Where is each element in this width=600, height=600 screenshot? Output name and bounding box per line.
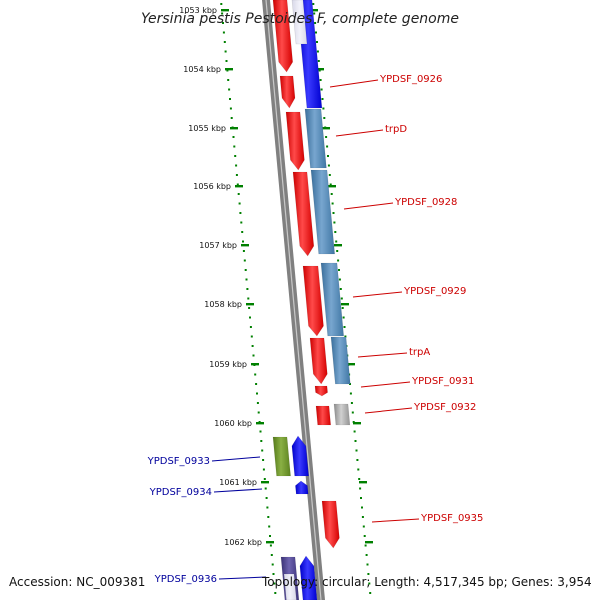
- gene-label-leader-line: [371, 518, 420, 523]
- ruler-tick-mark: [316, 68, 324, 71]
- ruler-tick-mark: [266, 541, 274, 544]
- map-title: Yersinia pestis Pestoides F, complete ge…: [141, 11, 459, 27]
- gene-feature-0929-red: [302, 265, 324, 337]
- ruler-tick-mark: [328, 185, 336, 188]
- ruler-tick-mark: [359, 481, 367, 484]
- ruler-tick-mark: [347, 363, 355, 366]
- gene-label: YPDSF_0928: [343, 197, 457, 210]
- gene-label-leader-line: [364, 407, 413, 414]
- gene-feature-0934-blue: [295, 480, 309, 495]
- gene-label-text: YPDSF_0928: [394, 197, 457, 208]
- gene-label-layer: YPDSF_0926 trpD YPDSF_0928 YPDSF_0929 trpA YP…: [147, 74, 484, 585]
- ruler-tick-mark: [310, 9, 318, 12]
- ruler-tick-mark: [341, 303, 349, 306]
- ruler-tick-label: 1054 kbp: [183, 65, 221, 74]
- ruler-tick-mark: [322, 127, 330, 130]
- gene-label-leader-line: [360, 381, 411, 388]
- gene-label-leader-line: [329, 79, 379, 88]
- gene-feature-0933-blue: [291, 435, 310, 477]
- gene-label-leader-line: [218, 576, 267, 580]
- ruler-tick-mark: [251, 363, 259, 366]
- gene-label-text: YPDSF_0929: [403, 286, 466, 297]
- ruler-tick-label: 1061 kbp: [219, 478, 257, 487]
- gene-label-leader-line: [211, 456, 261, 462]
- ruler-guide-left: [220, 3, 277, 594]
- feature-layer: [272, 0, 351, 600]
- ruler-tick-label: 1060 kbp: [214, 419, 252, 428]
- gene-label: trpD: [335, 124, 407, 137]
- gene-label-leader-line: [357, 352, 408, 358]
- gene-label: YPDSF_0932: [364, 402, 476, 414]
- ruler-tick-labels: 1053 kbp 1054 kbp 1055 kbp 1056 kbp 1057 kbp…: [179, 6, 262, 547]
- gene-label-text: YPDSF_0935: [420, 513, 483, 524]
- ruler-tick-label: 1062 kbp: [224, 538, 262, 547]
- gene-feature-0936-blue: [299, 555, 318, 600]
- gene-label-text: YPDSF_0932: [413, 402, 476, 413]
- gene-label-leader-line: [335, 129, 384, 137]
- gene-label-text: YPDSF_0931: [411, 376, 474, 387]
- gene-label-leader-line: [213, 488, 263, 493]
- gene-feature-trpa-steel: [330, 336, 351, 385]
- gene-label-text: YPDSF_0933: [147, 456, 210, 467]
- gene-label: trpA: [357, 347, 430, 358]
- ruler-tick-label: 1053 kbp: [179, 6, 217, 15]
- gene-feature-0933-olive: [272, 436, 291, 477]
- gene-feature-0929-steel: [320, 262, 345, 337]
- ruler-tick-mark: [235, 185, 243, 188]
- gene-feature-trpa-red: [309, 337, 328, 385]
- gene-label: YPDSF_0933: [147, 456, 261, 467]
- ruler-guide-right: [312, 3, 372, 594]
- ruler-tick-label: 1057 kbp: [199, 241, 237, 250]
- gene-label: YPDSF_0936: [154, 574, 267, 585]
- gene-label-text: YPDSF_0934: [149, 487, 212, 498]
- gene-label: YPDSF_0929: [352, 286, 466, 298]
- ruler-tick-label: 1059 kbp: [209, 360, 247, 369]
- ruler-tick-label: 1058 kbp: [204, 300, 242, 309]
- backbone-layer: [262, 0, 325, 600]
- ruler-tick-mark: [334, 244, 342, 247]
- ruler-tick-mark: [365, 541, 373, 544]
- gene-label-leader-line: [343, 202, 394, 210]
- gene-feature-0928-steel: [310, 169, 336, 255]
- gene-feature-0926-red: [279, 75, 296, 109]
- ruler-ticks: [220, 3, 373, 594]
- gene-label: YPDSF_0926: [329, 74, 442, 88]
- ruler-tick-mark: [221, 9, 229, 12]
- gene-feature-0928-red: [292, 171, 315, 257]
- gene-feature-0932-red: [315, 405, 332, 426]
- ruler-tick-mark: [256, 422, 264, 425]
- ruler-tick-mark: [230, 127, 238, 130]
- gene-feature-trpd-red: [285, 111, 305, 171]
- ruler-tick-label: 1055 kbp: [188, 124, 226, 133]
- gene-label: YPDSF_0931: [360, 376, 474, 388]
- gene-feature-0932-grey: [333, 403, 351, 426]
- gene-label-leader-line: [352, 291, 403, 298]
- gene-label: YPDSF_0934: [149, 487, 263, 498]
- ruler-tick-mark: [353, 422, 361, 425]
- gene-label-text: YPDSF_0936: [154, 574, 217, 585]
- gene-label-text: trpA: [409, 347, 430, 358]
- gene-label-text: YPDSF_0926: [379, 74, 442, 85]
- gene-feature-0936-light: [283, 573, 297, 600]
- backbone-highlight: [265, 0, 322, 600]
- gene-label-text: trpD: [385, 124, 407, 135]
- gene-feature-0935-red: [321, 500, 340, 549]
- gene-feature-top-steel: [291, 0, 308, 45]
- ruler-tick-label: 1056 kbp: [193, 182, 231, 191]
- gene-label: YPDSF_0935: [371, 513, 483, 524]
- ruler-tick-mark: [225, 68, 233, 71]
- accession-text: Accession: NC_009381: [9, 575, 145, 589]
- genome-summary-text: Topology: circular; Length: 4,517,345 bp…: [261, 575, 592, 589]
- gene-feature-0931-red: [314, 385, 328, 397]
- gene-feature-trpd-steel: [304, 108, 327, 169]
- ruler-tick-mark: [241, 244, 249, 247]
- ruler-tick-mark: [261, 481, 269, 484]
- ruler-tick-mark: [246, 303, 254, 306]
- gene-feature-top-red: [272, 0, 294, 73]
